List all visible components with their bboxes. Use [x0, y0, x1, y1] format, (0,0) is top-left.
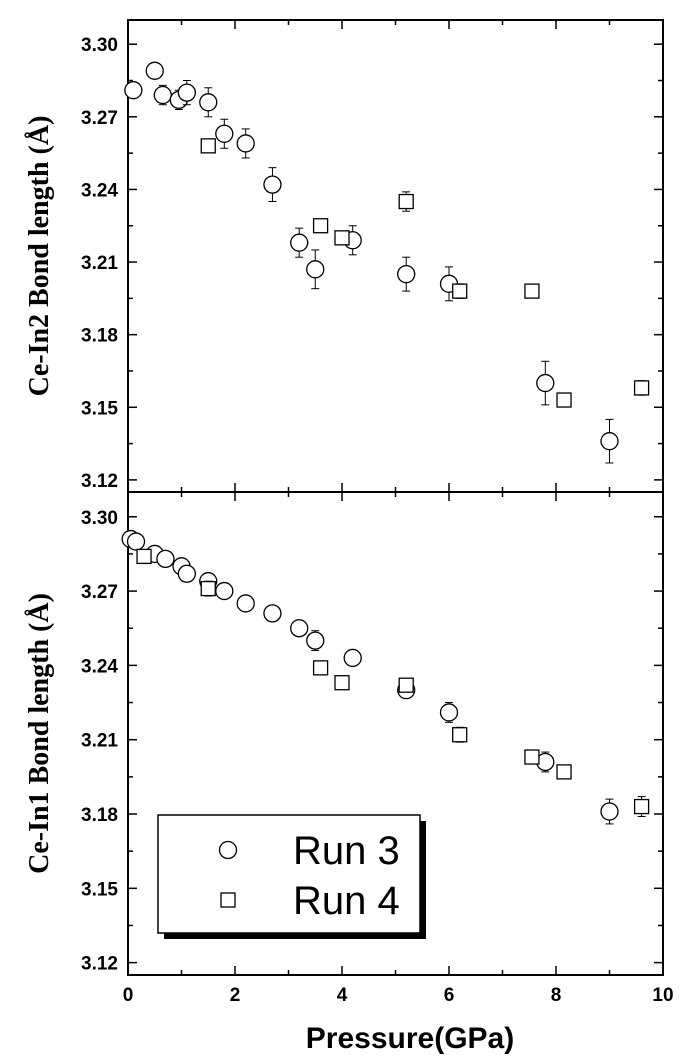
x-tick-label: 6: [444, 985, 455, 1006]
data-point-square: [136, 548, 152, 565]
top-y-tick-label: 3.27: [81, 108, 118, 129]
data-point-circle: [306, 260, 325, 279]
bottom-y-axis-label: Ce-In1 Bond length (Å): [24, 593, 55, 874]
data-point-square: [200, 580, 216, 597]
data-point-circle: [290, 619, 309, 638]
x-tick-label: 4: [337, 985, 348, 1006]
data-point-circle: [215, 124, 234, 143]
data-point-square: [452, 727, 468, 743]
bottom-y-tick-label: 3.27: [81, 582, 118, 603]
data-point-circle: [600, 802, 619, 821]
data-point-circle: [145, 61, 164, 80]
data-point-square: [312, 218, 329, 234]
bottom-y-tick-label: 3.18: [81, 805, 118, 826]
bottom-series-square: [136, 548, 650, 817]
legend-label: Run 3: [293, 829, 400, 873]
x-tick-label: 2: [230, 985, 241, 1006]
data-point-circle: [439, 703, 459, 722]
data-point-square: [556, 764, 572, 780]
data-point-circle: [236, 134, 255, 153]
data-point-circle: [343, 648, 362, 668]
data-point-circle: [126, 532, 146, 551]
data-point-circle: [263, 604, 282, 623]
data-point-square: [200, 138, 216, 154]
data-point-circle: [306, 631, 325, 650]
legend-label: Run 4: [293, 879, 400, 923]
data-point-circle: [156, 549, 175, 569]
x-axis: 0 2 4 6 8 10: [123, 985, 674, 1006]
data-point-square: [312, 660, 329, 676]
data-point-circle: [177, 564, 197, 583]
data-point-circle: [124, 81, 143, 100]
data-point-square: [524, 283, 540, 299]
data-point-square: [452, 283, 468, 299]
top-y-tick-label: 3.21: [81, 253, 118, 274]
data-point-square: [334, 675, 350, 691]
data-point-circle: [153, 85, 172, 105]
data-point-circle: [600, 432, 619, 451]
bottom-series-circle: [121, 529, 619, 825]
x-tick-label: 0: [123, 985, 134, 1006]
data-point-circle: [397, 265, 416, 284]
bottom-y-tick-label: 3.12: [81, 954, 118, 975]
data-point-square: [633, 798, 650, 815]
data-point-circle: [215, 581, 234, 601]
bottom-y-tick-label: 3.30: [81, 508, 118, 529]
bottom-y-tick-label: 3.15: [81, 879, 118, 900]
panel-top: 3.12 3.15 3.18 3.21 3.24 3.27 3.30 Ce-In2 Bond …: [24, 19, 664, 493]
data-point-square: [398, 677, 414, 693]
top-series-circle: [124, 61, 619, 464]
data-point-square: [633, 380, 650, 396]
top-y-tick-label: 3.30: [81, 35, 118, 56]
bottom-y-tick-label: 3.21: [81, 731, 118, 752]
data-point-circle: [177, 83, 197, 102]
x-tick-label: 8: [551, 985, 562, 1006]
data-point-square: [334, 230, 350, 246]
top-y-tick-label: 3.18: [81, 326, 118, 347]
legend: Run 3 Run 4: [157, 814, 426, 939]
data-point-square: [398, 193, 414, 210]
data-point-circle: [290, 233, 309, 252]
x-tick-label: 10: [652, 985, 673, 1006]
data-point-square: [524, 749, 540, 765]
legend-marker-square: [220, 892, 236, 908]
data-point-square: [556, 392, 572, 408]
bottom-y-tick-label: 3.24: [81, 656, 118, 677]
data-point-circle: [536, 373, 555, 393]
legend-marker-circle: [218, 840, 238, 860]
top-y-axis-label: Ce-In2 Bond length (Å): [24, 116, 55, 397]
top-y-tick-label: 3.15: [81, 398, 118, 419]
x-axis-label: Pressure(GPa): [306, 1022, 514, 1055]
legend-box: [157, 814, 421, 934]
top-series-square: [200, 138, 650, 408]
top-y-tick-label: 3.12: [81, 471, 118, 492]
data-point-circle: [263, 175, 282, 194]
panel-bottom: 3.12 3.15 3.18 3.21 3.24 3.27 3.30 Ce-In1 Bond …: [24, 491, 664, 976]
data-point-circle: [236, 594, 255, 613]
data-point-circle: [199, 93, 218, 112]
top-y-tick-label: 3.24: [81, 180, 118, 201]
